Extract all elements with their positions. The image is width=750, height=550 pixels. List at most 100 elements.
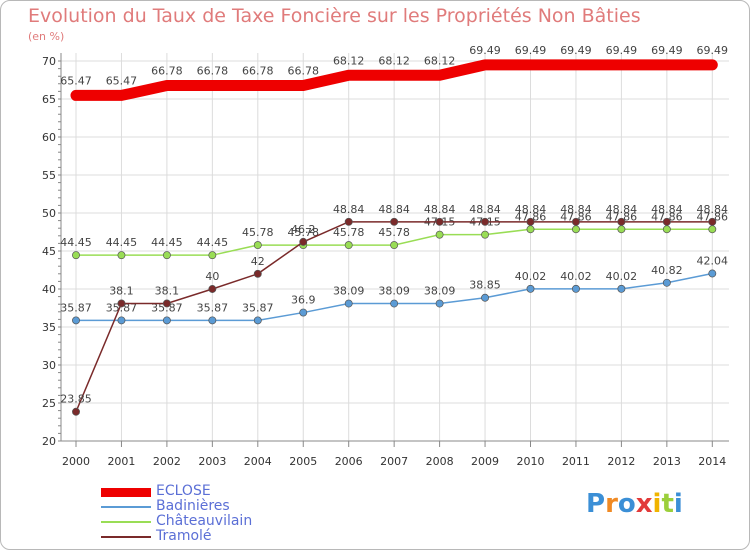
data-label: 48.84 (333, 203, 365, 216)
data-label: 48.84 (378, 203, 410, 216)
data-label: 68.12 (424, 54, 456, 67)
data-label: 47.86 (697, 210, 729, 223)
data-point (253, 316, 262, 325)
y-tick-label: 25 (42, 397, 56, 410)
data-label: 69.49 (560, 44, 592, 57)
legend-label: ECLOSE (156, 483, 211, 499)
data-point (344, 299, 353, 308)
data-point (572, 217, 580, 226)
data-point (72, 407, 80, 416)
y-tick-label: 60 (42, 131, 56, 144)
data-label: 48.84 (560, 203, 592, 216)
x-tick-label: 2013 (653, 455, 681, 468)
data-label: 44.45 (106, 236, 138, 249)
y-tick-label: 35 (42, 321, 56, 334)
data-point (117, 299, 126, 308)
data-point (299, 308, 308, 317)
data-label: 66.78 (197, 64, 229, 77)
y-tick-label: 20 (42, 435, 56, 448)
data-label: 35.87 (151, 301, 183, 314)
x-tick-label: 2001 (107, 455, 135, 468)
data-label: 48.84 (424, 203, 456, 216)
data-label: 48.84 (606, 203, 638, 216)
data-label: 68.12 (333, 54, 365, 67)
legend-swatch (101, 506, 151, 508)
data-point (708, 225, 717, 234)
data-point (708, 269, 717, 278)
data-label: 69.49 (606, 44, 638, 57)
legend-swatch (101, 536, 151, 538)
x-tick-label: 2003 (198, 455, 226, 468)
data-point (526, 284, 535, 293)
data-point (435, 217, 444, 226)
legend-label: Badinières (156, 498, 230, 514)
data-label: 66.78 (151, 64, 183, 77)
data-label: 65.47 (60, 74, 92, 87)
data-label: 38.1 (155, 284, 180, 297)
data-label: 47.86 (651, 210, 683, 223)
data-point (481, 217, 489, 226)
logo-letter: i (673, 489, 683, 519)
y-tick-label: 40 (42, 283, 56, 296)
x-tick-label: 2010 (517, 455, 545, 468)
data-label: 38.1 (109, 284, 134, 297)
data-point (390, 241, 399, 250)
data-label: 38.09 (424, 285, 456, 298)
data-point (662, 278, 671, 287)
data-label: 48.84 (697, 203, 729, 216)
data-point (162, 316, 171, 325)
logo-letter: o (617, 489, 636, 519)
x-tick-label: 2000 (62, 455, 90, 468)
legend-label: Châteauvilain (156, 513, 253, 529)
data-label: 47.86 (560, 210, 592, 223)
data-label: 38.09 (378, 285, 410, 298)
data-point (208, 316, 217, 325)
logo-letter: i (652, 489, 662, 519)
y-tick-label: 65 (42, 93, 56, 106)
data-label: 65.47 (106, 74, 138, 87)
y-tick-label: 45 (42, 245, 56, 258)
logo-letter: P (586, 489, 606, 519)
logo-letter: t (661, 489, 674, 519)
series-line-0 (70, 59, 718, 101)
y-tick-label: 50 (42, 207, 56, 220)
data-label: 35.87 (242, 301, 274, 314)
data-point (572, 284, 580, 293)
data-point (617, 284, 626, 293)
data-label: 45.78 (288, 226, 320, 239)
y-tick-label: 30 (42, 359, 56, 372)
y-tick-label: 70 (42, 55, 56, 68)
data-label: 48.84 (515, 203, 547, 216)
data-label: 44.45 (197, 236, 229, 249)
data-label: 40 (205, 270, 219, 283)
data-point (208, 251, 217, 260)
data-point (208, 285, 217, 293)
data-point (390, 299, 399, 308)
chart-title: Evolution du Taux de Taxe Foncière sur l… (28, 5, 641, 27)
data-label: 45.78 (378, 226, 410, 239)
data-point (253, 269, 262, 278)
data-point (481, 293, 489, 302)
data-point (481, 230, 489, 239)
data-point (435, 230, 444, 239)
data-label: 44.45 (60, 236, 92, 249)
data-label: 45.78 (242, 226, 274, 239)
x-tick-label: 2014 (698, 455, 726, 468)
data-label: 47.86 (606, 210, 638, 223)
data-point (617, 217, 626, 226)
x-tick-label: 2012 (607, 455, 635, 468)
data-point (526, 217, 535, 226)
data-label: 66.78 (288, 64, 320, 77)
data-label: 46.2 (291, 223, 316, 236)
data-label: 35.87 (197, 301, 229, 314)
data-label: 40.02 (515, 270, 547, 283)
data-label: 69.49 (469, 44, 501, 57)
data-label: 38.09 (333, 285, 365, 298)
data-label: 68.12 (378, 54, 410, 67)
data-point (662, 217, 671, 226)
x-tick-label: 2006 (335, 455, 363, 468)
data-point (617, 225, 626, 234)
legend-label: Tramolé (156, 528, 212, 544)
data-label: 40.82 (651, 264, 683, 277)
